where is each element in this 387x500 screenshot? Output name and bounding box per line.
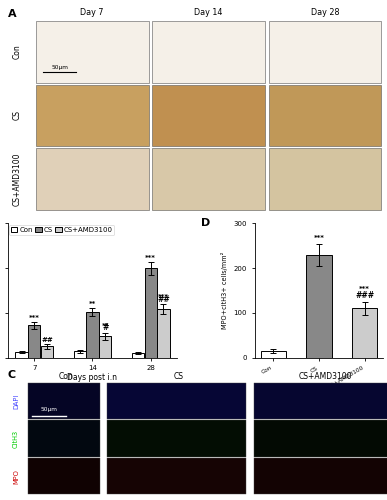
- Bar: [28, 458, 100, 494]
- Text: D: D: [201, 218, 210, 228]
- Text: ***: ***: [313, 236, 324, 242]
- X-axis label: Days post i.n: Days post i.n: [67, 372, 118, 382]
- Bar: [253, 458, 387, 494]
- Text: ***: ***: [359, 286, 370, 292]
- Bar: [107, 458, 246, 494]
- Text: CS+AMD3100: CS+AMD3100: [298, 372, 352, 381]
- Text: DAPI: DAPI: [13, 394, 19, 409]
- Bar: [152, 20, 265, 82]
- Bar: [152, 148, 265, 210]
- Text: ***: ***: [145, 254, 156, 260]
- Text: CS+AMD3100: CS+AMD3100: [12, 152, 21, 206]
- Bar: [36, 148, 149, 210]
- Bar: [99, 336, 111, 357]
- Text: #: #: [102, 323, 108, 332]
- Bar: [36, 84, 149, 146]
- Bar: [74, 352, 86, 358]
- Bar: [107, 420, 246, 457]
- Bar: [107, 382, 246, 419]
- Text: ##: ##: [41, 337, 53, 343]
- Bar: [132, 353, 144, 358]
- Bar: [269, 84, 381, 146]
- Text: ***: ***: [158, 294, 169, 300]
- Bar: [269, 20, 381, 82]
- Bar: [158, 310, 170, 358]
- Text: Day 7: Day 7: [80, 8, 104, 18]
- Bar: [86, 312, 99, 358]
- Text: 50μm: 50μm: [41, 407, 58, 412]
- Bar: [253, 420, 387, 457]
- Bar: [28, 420, 100, 457]
- Legend: Con, CS, CS+AMD3100: Con, CS, CS+AMD3100: [9, 225, 115, 235]
- Text: ###: ###: [355, 290, 374, 300]
- Bar: [28, 382, 100, 419]
- Bar: [253, 382, 387, 419]
- Text: **: **: [89, 301, 96, 307]
- Bar: [269, 148, 381, 210]
- Text: ***: ***: [29, 315, 40, 321]
- Text: C: C: [8, 370, 16, 380]
- Text: MPO: MPO: [13, 469, 19, 484]
- Text: ##: ##: [157, 294, 170, 304]
- Bar: [260, 351, 286, 358]
- Bar: [28, 326, 41, 358]
- Bar: [307, 255, 332, 358]
- Text: Con: Con: [58, 372, 73, 381]
- Bar: [352, 308, 377, 358]
- Text: Day 14: Day 14: [194, 8, 223, 18]
- Bar: [144, 268, 157, 358]
- Bar: [36, 20, 149, 82]
- Bar: [15, 352, 27, 358]
- Text: CS: CS: [12, 110, 21, 120]
- Text: 50μm: 50μm: [51, 65, 68, 70]
- Bar: [41, 346, 53, 358]
- Text: **: **: [102, 322, 109, 328]
- Bar: [152, 84, 265, 146]
- Y-axis label: MPO+citH3+ cells/mm²: MPO+citH3+ cells/mm²: [221, 252, 228, 329]
- Text: CitH3: CitH3: [13, 430, 19, 448]
- Text: Day 28: Day 28: [311, 8, 339, 18]
- Text: CS: CS: [173, 372, 183, 381]
- Text: Con: Con: [12, 44, 21, 59]
- Text: A: A: [8, 8, 16, 18]
